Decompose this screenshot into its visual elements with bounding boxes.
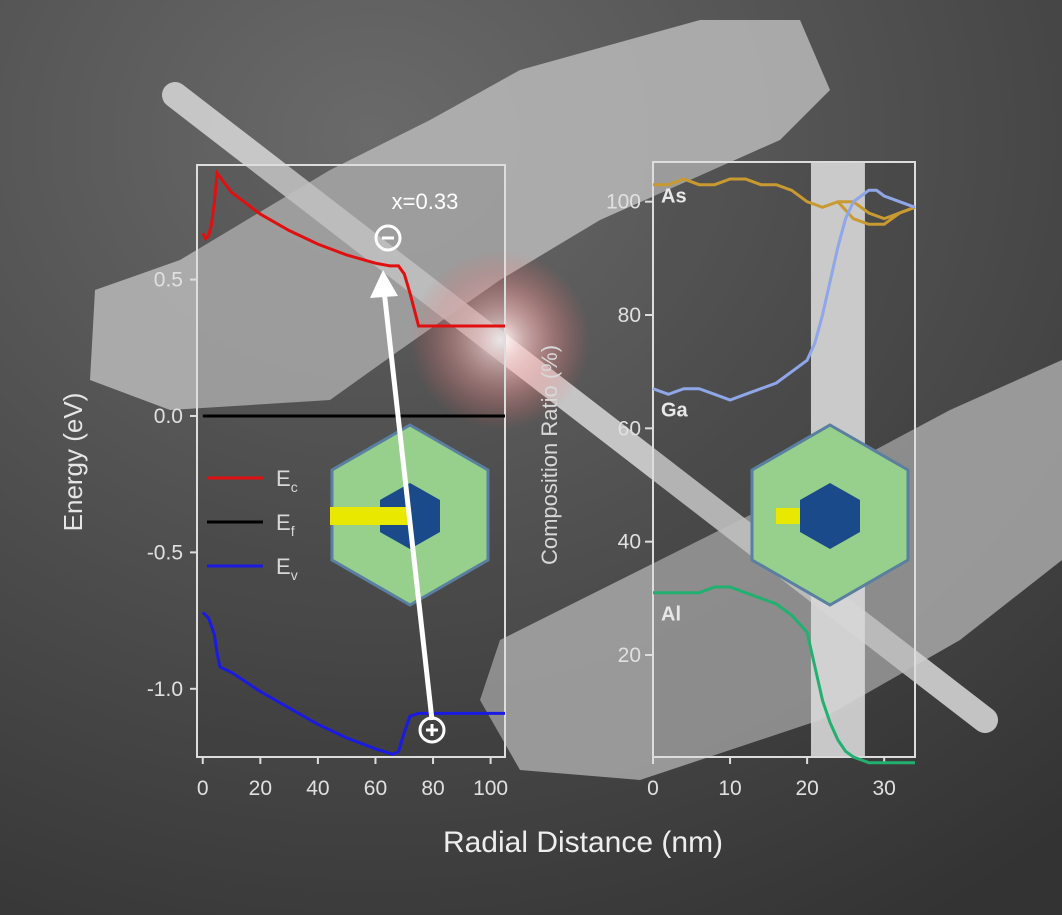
composition-series-labels: As Ga Al: [661, 186, 689, 626]
x-tick-label: 30: [872, 777, 895, 800]
x-tick-label: 0: [197, 777, 209, 800]
y-tick-label: 80: [618, 304, 641, 327]
y-tick-label: 0.5: [154, 269, 183, 292]
x-tick-label: 0: [647, 777, 659, 800]
arrow-shaft: [381, 289, 435, 721]
series-line-Al: [653, 585, 915, 765]
series-line-Ga: [652, 188, 916, 402]
y-tick-label: 100: [606, 191, 641, 214]
composition-series: [652, 177, 916, 765]
y-tick-label: 60: [618, 417, 641, 440]
electrode-top: [90, 20, 830, 410]
legend-label: Ef: [276, 510, 295, 539]
electron-symbol: [374, 224, 402, 252]
y-tick-label: 40: [618, 531, 641, 554]
line-scan-highlight: [776, 508, 800, 524]
x-tick-label: 20: [795, 777, 818, 800]
x-tick-label: 100: [473, 777, 508, 800]
y-tick-label: -1.0: [147, 678, 183, 701]
arrow-head: [370, 270, 398, 298]
composition-y-axis-label: Composition Ratio (%): [537, 345, 562, 565]
recombination-arrow: [370, 224, 446, 744]
energy-y-axis-label: Energy (eV): [58, 393, 88, 532]
series-line-As: [836, 200, 916, 226]
series-line-Ec: [201, 169, 505, 328]
composition-x-annotation: x=0.33: [392, 189, 459, 214]
line-scan-highlight: [330, 507, 408, 525]
series-label-Ga: Ga: [661, 400, 689, 422]
x-tick-label: 20: [249, 777, 272, 800]
x-tick-label: 40: [306, 777, 329, 800]
series-line-As: [653, 177, 916, 221]
x-axis-label: Radial Distance (nm): [443, 826, 723, 859]
light-flare: [410, 250, 590, 430]
x-tick-label: 80: [421, 777, 444, 800]
core-hexagon: [800, 483, 860, 549]
x-tick-label: 10: [718, 777, 741, 800]
series-label-As: As: [661, 186, 687, 208]
hexagon-inset-right: [750, 423, 910, 607]
y-tick-label: 20: [618, 644, 641, 667]
composition-ticks: 0 10 20 30 20 40 60 80 100: [606, 191, 896, 800]
y-tick-label: 0.0: [154, 405, 183, 428]
y-tick-label: -0.5: [147, 541, 183, 564]
hole-symbol: [418, 716, 446, 744]
energy-ticks: 0 20 40 60 80 100 0.5 0.0 -0.5 -1.0: [147, 269, 508, 800]
series-label-Al: Al: [661, 604, 681, 626]
x-tick-label: 60: [364, 777, 387, 800]
